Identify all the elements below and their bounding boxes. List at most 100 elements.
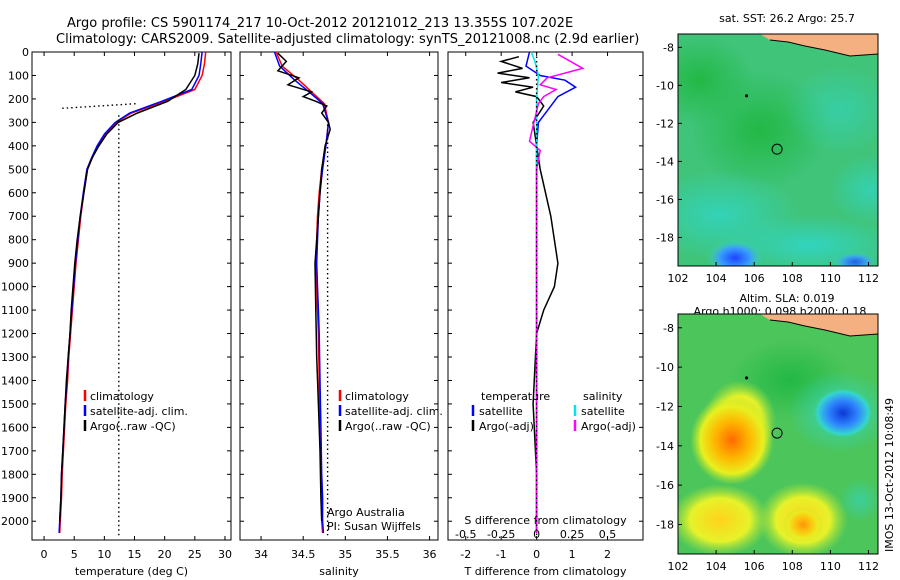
sla_map-lat-label: -16 [656, 479, 674, 492]
sst_map-lon-label: 108 [782, 272, 803, 285]
sst-map: sat. SST: 26.2 Argo: 25.7 102 104 106 108 11… [656, 12, 879, 285]
depth-tick-label: 1600 [1, 421, 29, 434]
depth-tick-label: 1700 [1, 445, 29, 458]
difference-legend-label: Argo(-adj) [479, 420, 534, 433]
depth-tick-label: 200 [8, 93, 29, 106]
difference-x2label: S difference from climatology [464, 514, 627, 527]
salinity-annotation: PI: Susan Wijffels [327, 520, 421, 533]
sla-map: Altim. SLA: 0.019 Argo h1000: 0.098 h200… [656, 292, 879, 573]
depth-tick-label: 700 [8, 210, 29, 223]
sst_map-lon-label: 102 [668, 272, 689, 285]
depth-tick-label: 0 [22, 46, 29, 59]
depth-tick-label: 1900 [1, 492, 29, 505]
depth-tick-label: 300 [8, 116, 29, 129]
temperature-xtick-label: 0 [41, 548, 48, 561]
salinity-xtick-label: 34.5 [291, 548, 316, 561]
sla_map-float-marker [744, 376, 749, 380]
temperature-legend-label: satellite-adj. clim. [90, 405, 188, 418]
difference-legend-label: satellite [581, 405, 625, 418]
depth-tick-label: 800 [8, 234, 29, 247]
sst-land [760, 34, 878, 56]
title-line-1: Argo profile: CS 5901174_217 10-Oct-2012… [67, 16, 573, 31]
temperature-series-climatology-line [58, 51, 207, 534]
depth-tick-label: 1000 [1, 281, 29, 294]
salinity-panel: 34 34.5 35 35.5 36 salinity climatology satelli… [239, 51, 443, 578]
salinity-frame [239, 51, 439, 541]
difference-legend-label: satellite [479, 405, 523, 418]
depth-tick-label: 900 [8, 257, 29, 270]
depth-tick-label: 1100 [1, 304, 29, 317]
sst_map-lat-label: -16 [656, 193, 674, 206]
difference-frame [447, 51, 644, 541]
sst_map-lon-label: 110 [820, 272, 841, 285]
temperature-series-argo-raw-qc--line [58, 53, 200, 522]
depth-tick-label: 400 [8, 140, 29, 153]
temperature-frame [31, 51, 232, 541]
difference-panel: -2 -1 0 1 2 T difference from climatology S di… [447, 51, 644, 578]
credit-text: IMOS 13-Oct-2012 10:08:49 [883, 398, 896, 552]
sla_map-lon-label: 102 [668, 560, 689, 573]
depth-tick-label: 600 [8, 187, 29, 200]
sla-map-title: Altim. SLA: 0.019 [739, 292, 834, 305]
sst-map-field [678, 34, 878, 266]
sla-map-field [678, 314, 878, 554]
temperature-legend-label: Argo(..raw -QC) [90, 420, 176, 433]
temperature-xtick-label: 10 [97, 548, 111, 561]
sla_map-profile-marker [771, 427, 783, 439]
temperature-xlabel: temperature (deg C) [75, 565, 188, 578]
salinity-series-satellite-adj-clim--line [273, 51, 330, 534]
difference-xtick-label: 1 [569, 548, 576, 561]
temperature-series-satellite-adj-clim--line [58, 51, 203, 534]
salinity-annotation: Argo Australia [327, 506, 405, 519]
sla_map-lon-label: 104 [706, 560, 727, 573]
sst_map-lat-label: -10 [656, 79, 674, 92]
temperature-legend-label: climatology [90, 390, 154, 403]
difference-x2tick-label: 0.5 [599, 528, 617, 541]
sla_map-lat-label: -14 [656, 440, 674, 453]
sst_map-lon-label: 112 [858, 272, 879, 285]
temperature-xtick-label: 5 [71, 548, 78, 561]
difference-xtick-label: 0 [533, 548, 540, 561]
temperature-xtick-label: 15 [128, 548, 142, 561]
salinity-legend-label: Argo(..raw -QC) [345, 420, 431, 433]
temperature-xtick-label: 25 [188, 548, 202, 561]
temperature-panel: 0 5 10 15 20 25 300100200300400500600700800900… [1, 46, 232, 578]
sst_map-profile-marker [771, 143, 783, 155]
difference-xtick-label: -1 [496, 548, 507, 561]
sla-land [760, 314, 878, 336]
sst_map-lat-label: -8 [663, 41, 674, 54]
difference-legend-label: temperature [481, 390, 550, 403]
sla_map-lon-label: 110 [820, 560, 841, 573]
temperature-xtick-label: 30 [218, 548, 232, 561]
temperature-series-reference-line [62, 102, 138, 109]
difference-x2tick-label: -0.5 [455, 528, 476, 541]
depth-tick-label: 2000 [1, 515, 29, 528]
depth-tick-label: 1500 [1, 398, 29, 411]
sst_map-lat-label: -14 [656, 155, 674, 168]
sla_map-lon-label: 112 [858, 560, 879, 573]
difference-legend-label: salinity [583, 390, 623, 403]
sla_map-lat-label: -8 [663, 322, 674, 335]
temperature-xtick-label: 20 [158, 548, 172, 561]
salinity-legend-label: satellite-adj. clim. [345, 405, 443, 418]
depth-tick-label: 100 [8, 69, 29, 82]
sst_map-lon-label: 106 [744, 272, 765, 285]
sla_map-lat-label: -10 [656, 361, 674, 374]
sla_map-lon-label: 106 [744, 560, 765, 573]
salinity-series-argo-raw-qc--line [276, 52, 331, 522]
salinity-xtick-label: 36 [423, 548, 437, 561]
salinity-xtick-label: 35.5 [375, 548, 400, 561]
difference-legend-label: Argo(-adj) [581, 420, 636, 433]
sst_map-lat-label: -18 [656, 231, 674, 244]
sst_map-lon-label: 104 [706, 272, 727, 285]
salinity-xtick-label: 34 [254, 548, 268, 561]
title-line-2: Climatology: CARS2009. Satellite-adjuste… [56, 32, 639, 47]
difference-x2tick-label: 0.25 [560, 528, 585, 541]
difference-series-argo-adj--line [497, 55, 559, 533]
difference-xlabel: T difference from climatology [464, 565, 627, 578]
difference-x2tick-label: -0.25 [487, 528, 515, 541]
depth-tick-label: 1400 [1, 374, 29, 387]
sst_map-float-marker [744, 94, 749, 98]
salinity-xlabel: salinity [319, 565, 359, 578]
